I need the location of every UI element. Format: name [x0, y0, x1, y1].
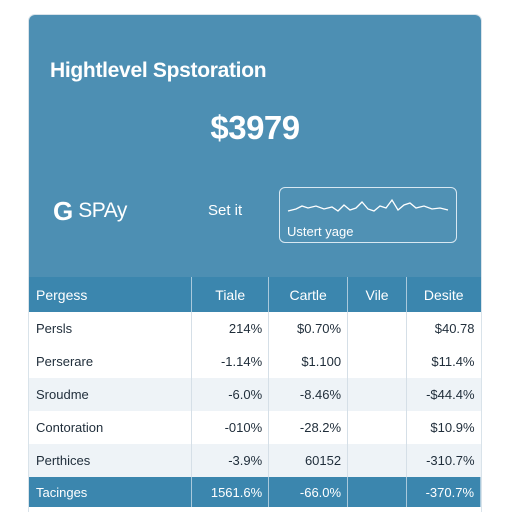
table-row[interactable]: Persls 214% $0.70% $40.78	[29, 312, 481, 345]
table-row[interactable]: Perthices -3.9% 60152 -310.7%	[29, 444, 481, 477]
table-cell: -010%	[191, 411, 270, 444]
table-cell	[347, 378, 408, 411]
table-cell	[347, 477, 408, 507]
table-cell: 214%	[191, 312, 270, 345]
data-table: Pergess Tiale Cartle Vile Desite Persls …	[29, 277, 481, 507]
table-cell: Tacinges	[29, 477, 193, 507]
table-cell	[347, 312, 408, 345]
column-header[interactable]: Pergess	[29, 277, 193, 312]
table-cell: $10.9%	[430, 420, 475, 435]
table-cell: -$44.4%	[426, 387, 475, 402]
g-logo-icon: G	[53, 196, 74, 226]
column-header[interactable]: Tiale	[191, 277, 270, 312]
table-cell: -1.14%	[191, 345, 270, 378]
table-row[interactable]: Contoration -010% -28.2% $10.9%	[29, 411, 481, 444]
sparkline-widget[interactable]: Ustert yage	[279, 187, 457, 243]
sparkline-icon	[287, 198, 449, 212]
table-cell: $1.100	[268, 345, 349, 378]
table-cell: -66.0%	[268, 477, 349, 507]
table-cell: -8.46%	[268, 378, 349, 411]
table-cell: Contoration	[29, 411, 193, 444]
table-cell: Sroudme	[29, 378, 193, 411]
table-cell	[347, 345, 408, 378]
table-cell: -3.9%	[191, 444, 270, 477]
table-cell: 1561.6%	[191, 477, 270, 507]
table-cell: Perthices	[29, 444, 193, 477]
table-cell	[347, 444, 408, 477]
table-cell: Perserare	[29, 345, 193, 378]
table-cell: -6.0%	[191, 378, 270, 411]
column-header[interactable]: Vile	[347, 277, 408, 312]
table-cell: Persls	[29, 312, 193, 345]
table-cell: -28.2%	[268, 411, 349, 444]
table-cell: -370.7%	[406, 477, 481, 507]
table-cell: $0.70%	[268, 312, 349, 345]
table-total-row[interactable]: Tacinges 1561.6% -66.0% -370.7%	[29, 477, 481, 507]
table-row[interactable]: Perserare -1.14% $1.100 $11.4%	[29, 345, 481, 378]
table-cell: $11.4%	[431, 354, 475, 369]
column-header[interactable]: Cartle	[268, 277, 349, 312]
sparkline-label: Ustert yage	[287, 224, 354, 239]
page-title: Hightlevel Spstoration	[50, 59, 267, 82]
table-header-row: Pergess Tiale Cartle Vile Desite	[29, 277, 481, 312]
set-it-link[interactable]: Set it	[208, 202, 243, 219]
column-header[interactable]: Desite	[423, 286, 464, 303]
table-row[interactable]: Sroudme -6.0% -8.46% -$44.4%	[29, 378, 481, 411]
table-cell: 60152	[268, 444, 349, 477]
summary-panel: Hightlevel Spstoration $3979 G SPAy Set …	[29, 15, 481, 277]
table-cell	[347, 411, 408, 444]
brand-name: SPAy	[78, 199, 127, 222]
table-cell: -310.7%	[426, 453, 475, 468]
table-cell: $40.78	[434, 321, 475, 336]
dashboard-card: Hightlevel Spstoration $3979 G SPAy Set …	[29, 15, 481, 512]
total-amount: $3979	[210, 109, 300, 146]
brand[interactable]: G SPAy	[53, 198, 127, 224]
